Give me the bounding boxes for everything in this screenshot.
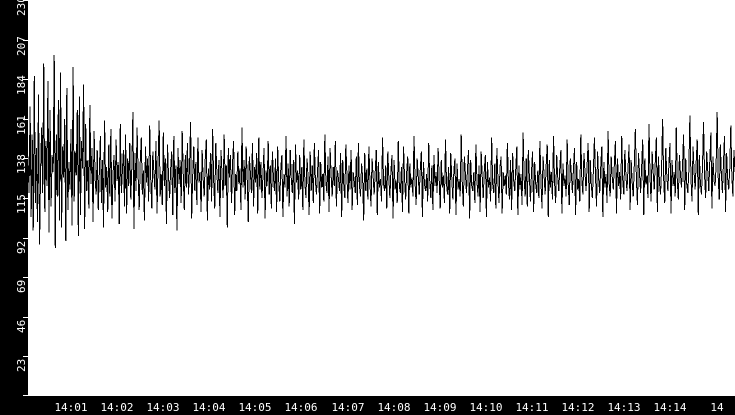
y-tick-mark xyxy=(23,356,28,357)
y-tick-mark xyxy=(23,317,28,318)
series-line-value xyxy=(28,55,735,248)
y-tick-label: 92 xyxy=(15,240,28,254)
x-tick-mark xyxy=(117,391,118,396)
x-tick-mark xyxy=(670,391,671,396)
y-tick-label: 138 xyxy=(15,154,28,175)
x-tick-mark xyxy=(255,391,256,396)
y-tick-mark xyxy=(23,0,28,1)
x-tick-label: 14:05 xyxy=(238,401,272,414)
x-tick-label: 14 xyxy=(710,401,724,414)
x-tick-label: 14:06 xyxy=(284,401,318,414)
y-axis: 023466992115138161184207230 xyxy=(0,0,28,411)
y-tick-mark xyxy=(23,277,28,278)
y-tick-mark xyxy=(23,395,28,396)
x-tick-label: 14:12 xyxy=(561,401,595,414)
x-tick-label: 14:09 xyxy=(423,401,457,414)
y-tick-label: 115 xyxy=(15,194,28,214)
x-tick-mark xyxy=(301,391,302,396)
x-tick-label: 14:03 xyxy=(146,401,180,414)
x-axis: 14:01 14:02 14:03 14:04 14:05 14:06 14:07 14:08… xyxy=(0,391,735,415)
x-tick-mark xyxy=(578,391,579,396)
x-tick-label: 14:08 xyxy=(377,401,411,414)
x-tick-mark xyxy=(394,391,395,396)
plot-area xyxy=(28,0,735,396)
y-tick-label: 23 xyxy=(15,359,28,373)
x-tick-mark xyxy=(532,391,533,396)
x-tick-mark xyxy=(348,391,349,396)
series-plot xyxy=(28,55,735,248)
y-tick-mark xyxy=(23,238,28,239)
x-tick-mark xyxy=(71,391,72,396)
x-tick-mark xyxy=(717,391,718,396)
x-tick-label: 14:07 xyxy=(331,401,365,414)
y-tick-mark xyxy=(23,198,28,199)
x-tick-label: 14:14 xyxy=(653,401,687,414)
x-tick-label: 14:01 xyxy=(54,401,88,414)
x-tick-mark xyxy=(486,391,487,396)
x-tick-label: 14:11 xyxy=(515,401,549,414)
x-tick-label: 14:10 xyxy=(469,401,503,414)
x-tick-label: 14:13 xyxy=(607,401,641,414)
y-tick-mark xyxy=(23,79,28,80)
x-tick-mark xyxy=(209,391,210,396)
x-tick-mark xyxy=(624,391,625,396)
y-tick-label: 207 xyxy=(15,35,28,56)
y-tick-label: 184 xyxy=(15,75,28,96)
x-tick-label: 14:04 xyxy=(192,401,226,414)
x-tick-label: 14:02 xyxy=(100,401,134,414)
x-tick-mark xyxy=(440,391,441,396)
y-tick-mark xyxy=(23,119,28,120)
y-tick-mark xyxy=(23,40,28,41)
y-tick-label: 46 xyxy=(15,319,28,333)
x-tick-mark xyxy=(163,391,164,396)
y-tick-mark xyxy=(23,158,28,159)
y-tick-label: 230 xyxy=(15,0,28,16)
y-tick-label: 161 xyxy=(15,114,28,135)
y-tick-label: 69 xyxy=(15,279,28,294)
